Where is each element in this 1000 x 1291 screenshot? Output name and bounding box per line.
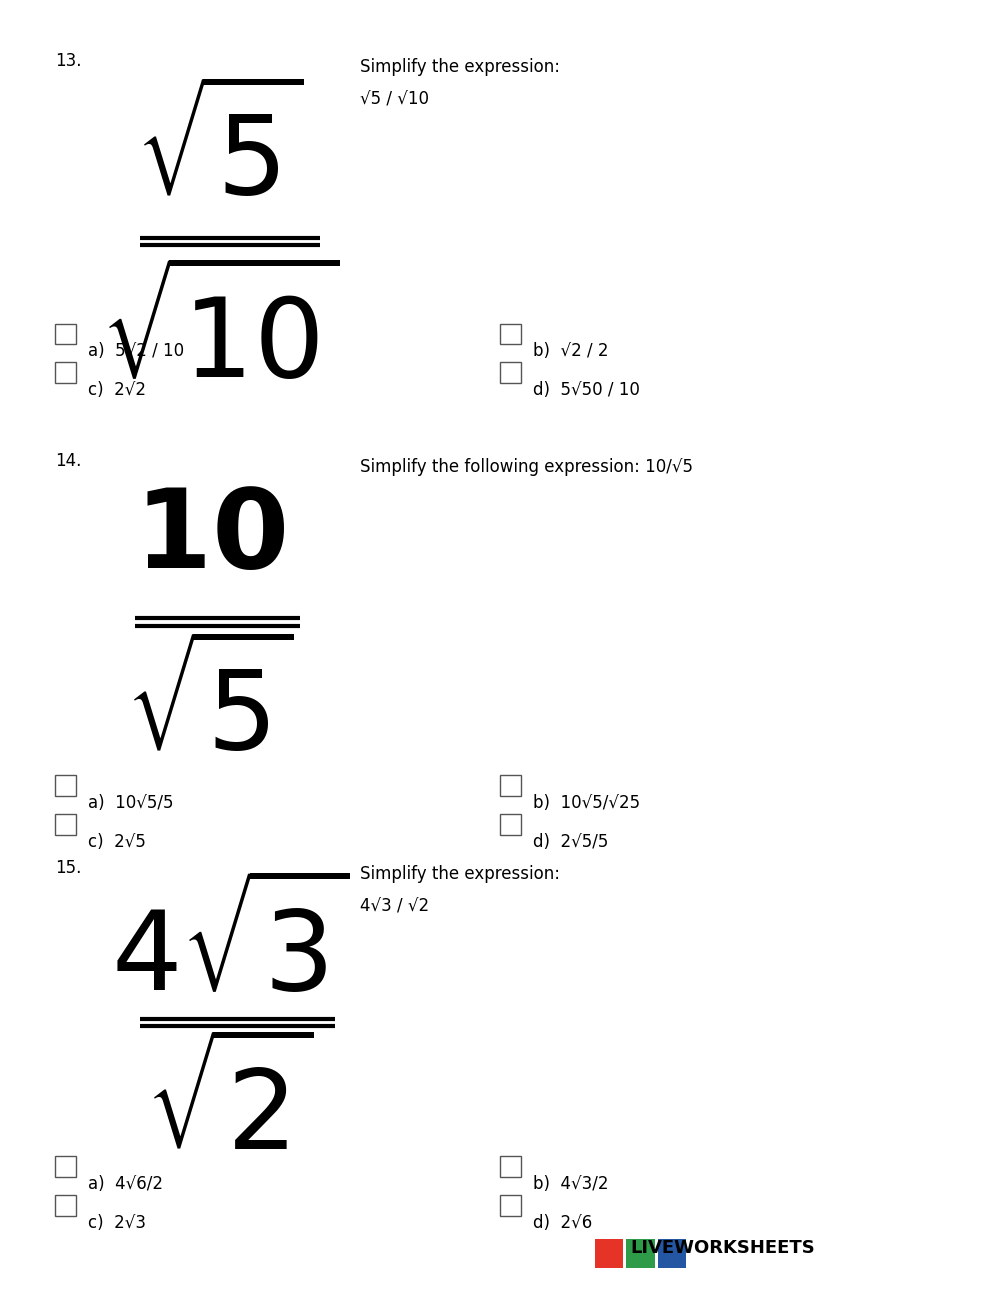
Bar xyxy=(500,363,521,383)
Bar xyxy=(500,815,521,835)
Text: $\sqrt{2}$: $\sqrt{2}$ xyxy=(146,1046,314,1174)
Text: d)  5√50 / 10: d) 5√50 / 10 xyxy=(533,381,640,399)
Text: 13.: 13. xyxy=(55,52,82,70)
Text: c)  2√2: c) 2√2 xyxy=(88,381,146,399)
Text: d)  2√5/5: d) 2√5/5 xyxy=(533,833,609,851)
Bar xyxy=(55,1195,76,1216)
Bar xyxy=(55,363,76,383)
Bar xyxy=(500,324,521,345)
Text: b)  √2 / 2: b) √2 / 2 xyxy=(533,342,609,360)
Bar xyxy=(658,1239,686,1268)
Bar xyxy=(55,1157,76,1177)
Text: Simplify the expression:: Simplify the expression: xyxy=(360,58,560,76)
Text: c)  2√3: c) 2√3 xyxy=(88,1214,146,1232)
Bar xyxy=(500,1157,521,1177)
Text: b)  10√5/√25: b) 10√5/√25 xyxy=(533,794,640,812)
Text: a)  10√5/5: a) 10√5/5 xyxy=(88,794,174,812)
Bar xyxy=(500,1195,521,1216)
Text: $\sqrt{5}$: $\sqrt{5}$ xyxy=(136,90,304,218)
Bar xyxy=(626,1239,655,1268)
Bar xyxy=(55,324,76,345)
Bar xyxy=(595,1239,623,1268)
Text: $\sqrt{5}$: $\sqrt{5}$ xyxy=(126,646,294,773)
Text: $\mathbf{10}$: $\mathbf{10}$ xyxy=(134,484,286,591)
Text: √5 / √10: √5 / √10 xyxy=(360,90,429,108)
Text: b)  4√3/2: b) 4√3/2 xyxy=(533,1175,609,1193)
Text: Simplify the expression:: Simplify the expression: xyxy=(360,865,560,883)
Text: a)  4√6/2: a) 4√6/2 xyxy=(88,1175,163,1193)
Bar xyxy=(500,776,521,797)
Bar xyxy=(55,776,76,797)
Text: 14.: 14. xyxy=(55,452,81,470)
Bar xyxy=(55,815,76,835)
Text: $4\sqrt{3}$: $4\sqrt{3}$ xyxy=(111,884,349,1015)
Text: c)  2√5: c) 2√5 xyxy=(88,833,146,851)
Text: Simplify the following expression: 10/√5: Simplify the following expression: 10/√5 xyxy=(360,458,693,476)
Text: 15.: 15. xyxy=(55,859,81,877)
Text: a)  5√2 / 10: a) 5√2 / 10 xyxy=(88,342,184,360)
Text: $\sqrt{10}$: $\sqrt{10}$ xyxy=(101,271,339,402)
Text: LIVEWORKSHEETS: LIVEWORKSHEETS xyxy=(630,1239,815,1257)
Text: d)  2√6: d) 2√6 xyxy=(533,1214,592,1232)
Text: 4√3 / √2: 4√3 / √2 xyxy=(360,897,429,915)
